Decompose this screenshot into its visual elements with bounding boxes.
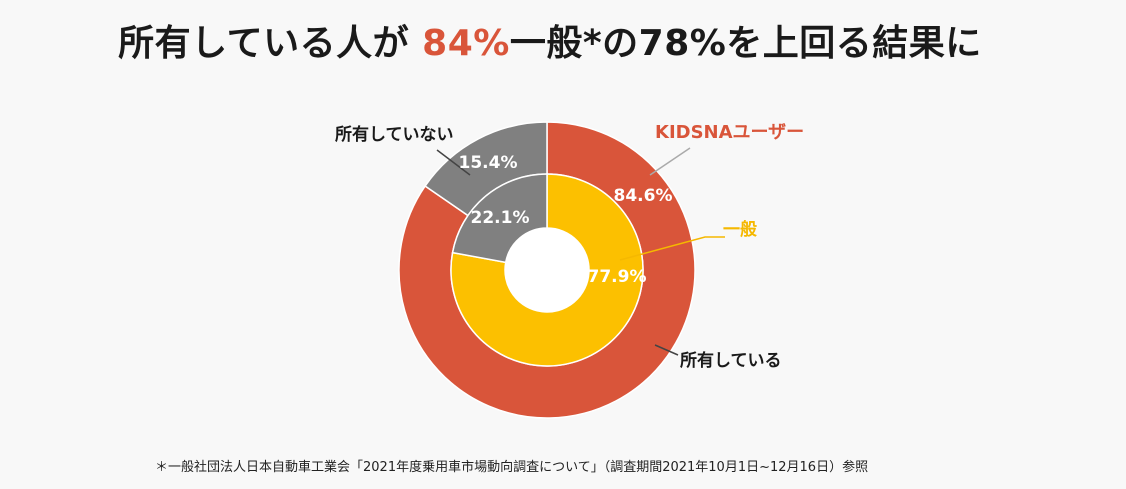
title-highlight: 84% (422, 23, 510, 64)
value-outer-not-owned: 15.4% (459, 153, 518, 173)
footnote: ＊一般社団法人日本自動車工業会「2021年度乗用車市場動向調査について」（調査期… (155, 460, 869, 475)
title-prefix: 所有している人が (118, 23, 410, 64)
value-outer-owned: 84.6% (614, 186, 673, 206)
donut-hole (505, 228, 589, 312)
leader-line-kidsna (649, 147, 691, 176)
page-title: 所有している人が 84%一般*の78%を上回る結果に (0, 14, 1100, 66)
legend-kidsna: KIDSNAユーザー (655, 122, 804, 143)
value-inner-owned: 77.9% (588, 267, 647, 287)
title-suffix: 一般*の78%を上回る結果に (509, 23, 982, 64)
value-inner-not-owned: 22.1% (471, 208, 530, 228)
leader-line-general (619, 236, 725, 261)
label-owned: 所有している (680, 350, 782, 371)
leader-line-not-owned (436, 149, 471, 176)
label-not-owned: 所有していない (335, 124, 454, 145)
legend-general: 一般 (723, 219, 757, 240)
leader-line-owned (654, 344, 679, 356)
